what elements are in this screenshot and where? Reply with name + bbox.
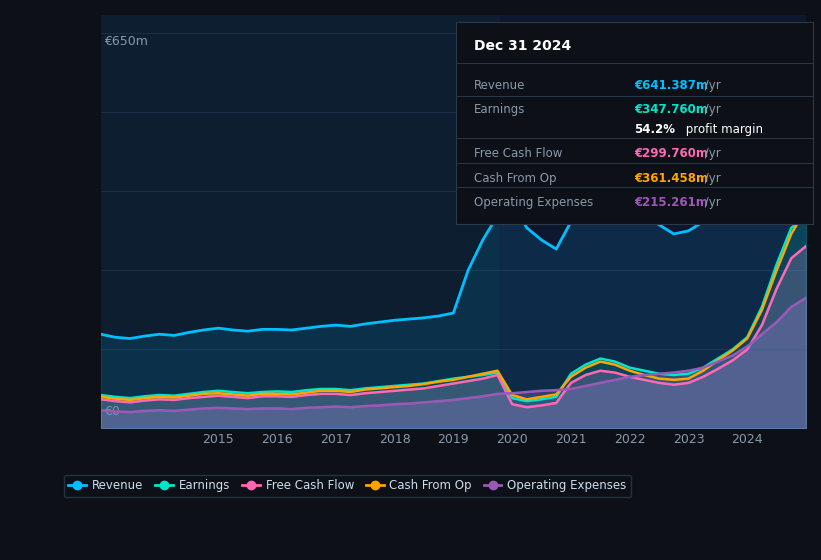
Text: Operating Expenses: Operating Expenses xyxy=(474,196,593,209)
Text: Earnings: Earnings xyxy=(474,103,525,116)
Text: /yr: /yr xyxy=(701,103,721,116)
Text: /yr: /yr xyxy=(701,196,721,209)
Text: profit margin: profit margin xyxy=(682,123,764,136)
Text: €347.760m: €347.760m xyxy=(635,103,708,116)
Bar xyxy=(101,15,500,428)
Text: /yr: /yr xyxy=(701,79,721,92)
Legend: Revenue, Earnings, Free Cash Flow, Cash From Op, Operating Expenses: Revenue, Earnings, Free Cash Flow, Cash … xyxy=(64,474,631,497)
Text: €641.387m: €641.387m xyxy=(635,79,709,92)
Text: €0: €0 xyxy=(104,405,120,418)
Text: Free Cash Flow: Free Cash Flow xyxy=(474,147,562,160)
Text: €215.261m: €215.261m xyxy=(635,196,708,209)
Text: 54.2%: 54.2% xyxy=(635,123,675,136)
Bar xyxy=(500,15,806,428)
Text: €650m: €650m xyxy=(104,35,148,48)
Text: /yr: /yr xyxy=(701,171,721,185)
Text: Cash From Op: Cash From Op xyxy=(474,171,556,185)
Text: €361.458m: €361.458m xyxy=(635,171,709,185)
Text: Dec 31 2024: Dec 31 2024 xyxy=(474,39,571,53)
Text: /yr: /yr xyxy=(701,147,721,160)
Text: €299.760m: €299.760m xyxy=(635,147,709,160)
Text: Revenue: Revenue xyxy=(474,79,525,92)
